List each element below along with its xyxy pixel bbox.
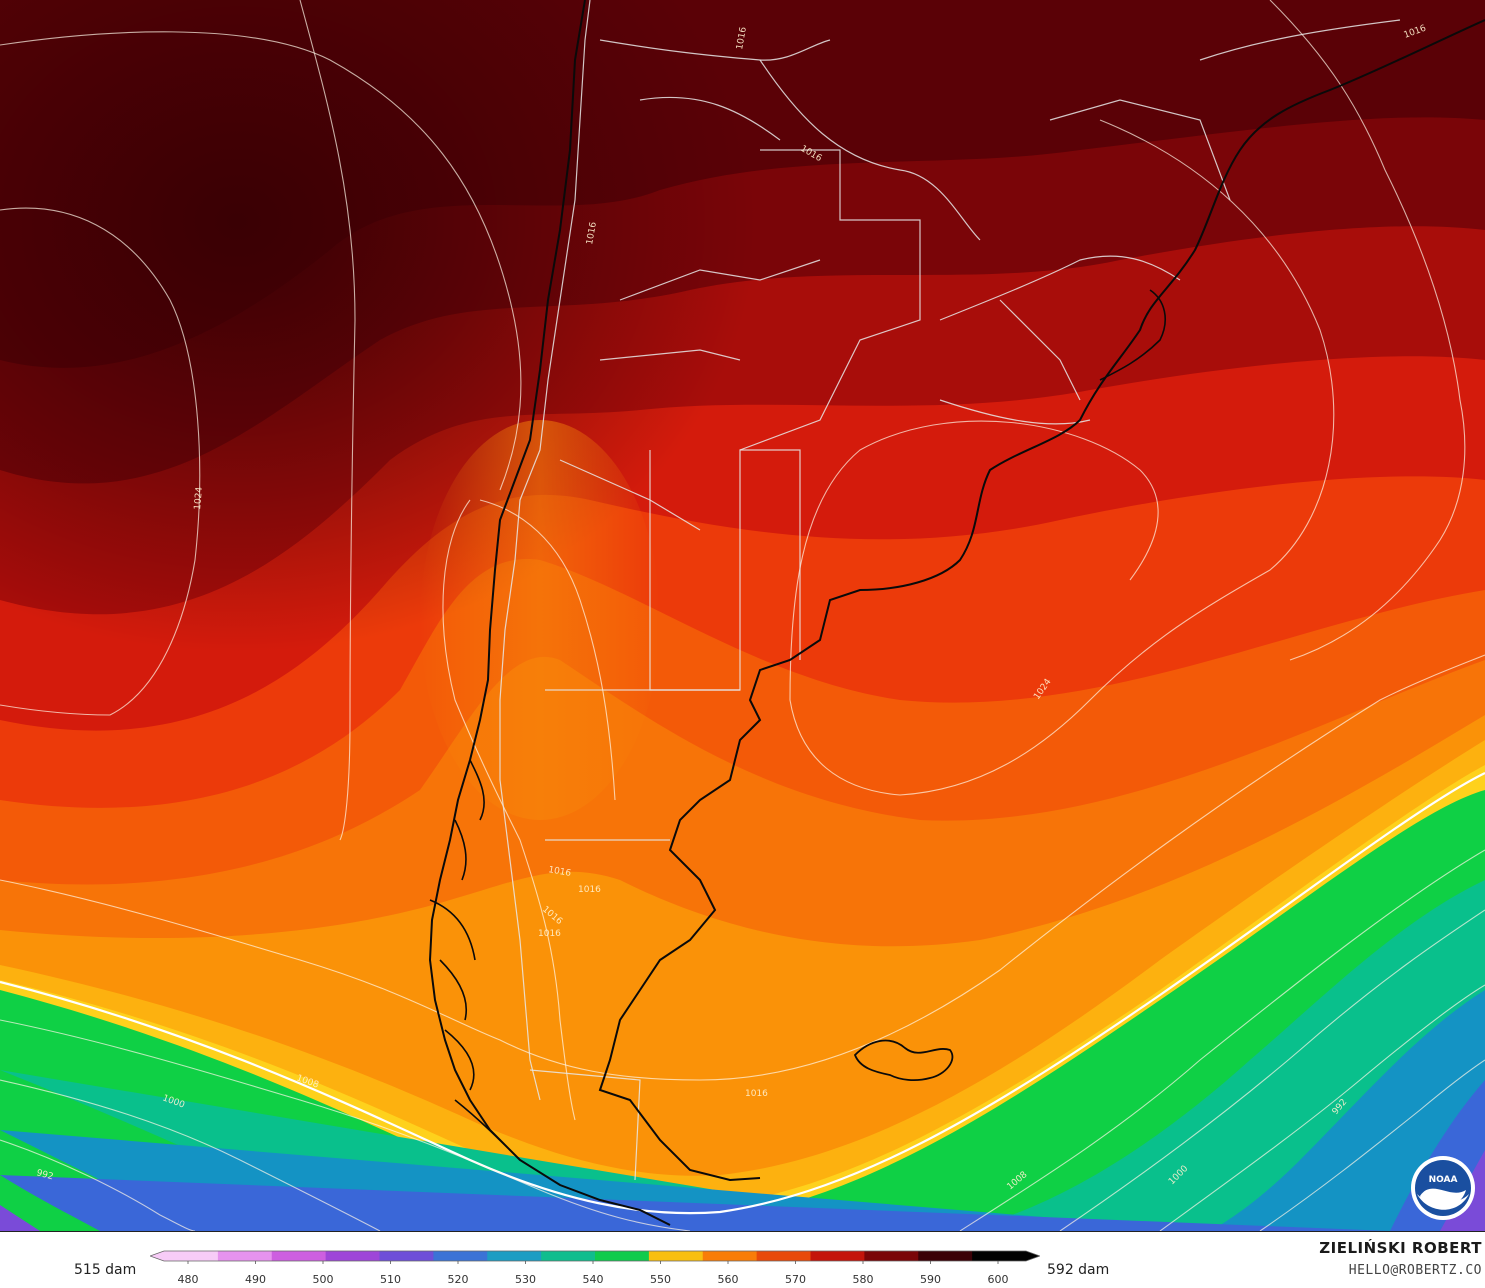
border-paraguay <box>759 59 981 241</box>
colorbar-segment <box>756 1251 812 1261</box>
height-bands <box>0 0 1485 1231</box>
noaa-logo-text: NOAA <box>1429 1175 1458 1185</box>
colorbar-tick-label: 600 <box>988 1273 1009 1285</box>
border-brazil-uruguay <box>939 255 1181 321</box>
colorbar-segment <box>648 1251 704 1261</box>
coast-islands <box>429 759 521 1161</box>
province-line <box>999 299 1081 401</box>
isobar-line <box>959 849 1485 1231</box>
isobar-line <box>0 207 201 716</box>
colorbar-tick-label: 510 <box>380 1273 401 1285</box>
colorbar-tick-label: 550 <box>650 1273 671 1285</box>
colorbar-frame <box>150 1250 1040 1262</box>
isobar-line <box>299 0 356 841</box>
isobar-line <box>1159 984 1485 1231</box>
isobar-line <box>0 31 522 491</box>
colorbar-tick-label: 500 <box>313 1273 334 1285</box>
isobar-label: 1016 <box>735 26 749 51</box>
height-colorbar: 480 490 500 510 520 530 540 550 560 570 580 590 600 <box>150 1250 1040 1285</box>
colorbar-tick-label: 530 <box>515 1273 536 1285</box>
coast-rio-de-la-plata <box>1099 289 1166 381</box>
isobar-line <box>0 1079 381 1231</box>
colorbar-segments <box>150 1250 1040 1262</box>
colorbar-tick-label: 580 <box>853 1273 874 1285</box>
author-name: ZIELIŃSKI ROBERT <box>1319 1239 1482 1257</box>
isobar-label: 1024 <box>193 486 205 510</box>
colorbar-left-cap <box>150 1251 164 1261</box>
colorbar-segment <box>972 1251 1027 1261</box>
province-line <box>649 449 801 691</box>
colorbar-tick-label: 590 <box>920 1273 941 1285</box>
colorbar-segment <box>271 1251 327 1261</box>
isobar-label: 1016 <box>547 865 572 879</box>
colorbar-segment <box>217 1251 273 1261</box>
isobar-label: 1016 <box>578 885 601 895</box>
isobar-label: 1016 <box>538 929 561 939</box>
isobar-line <box>0 1139 196 1231</box>
province-line <box>559 459 701 531</box>
low-center-shade <box>0 0 1485 1231</box>
isobars <box>0 0 1485 1231</box>
province-line <box>529 1069 641 1181</box>
geopotential-height-map: 1016 1016 1016 1024 1024 1016 1016 1016 … <box>0 0 1485 1231</box>
colorbar-segment <box>918 1251 973 1261</box>
isobar-line <box>442 499 576 1121</box>
legend-max-label: 592 dam <box>1047 1262 1110 1278</box>
reference-contour <box>0 772 1485 1215</box>
isobar-line <box>1059 909 1485 1231</box>
colorbar-tick-label: 480 <box>178 1273 199 1285</box>
province-line <box>619 259 821 301</box>
colorbar-right-cap <box>1026 1251 1040 1261</box>
isobar-line <box>789 119 1335 796</box>
isobar-line <box>1269 0 1466 661</box>
colorbar-segment <box>595 1251 650 1261</box>
coast-atlantic <box>598 19 1485 1182</box>
colorbar-segment <box>541 1251 596 1261</box>
isobar-line <box>1259 1059 1485 1231</box>
province-line <box>1049 99 1231 201</box>
border-argentina-bolivia <box>599 39 831 61</box>
isobar-line <box>0 654 1485 1081</box>
coast-falklands <box>853 1039 954 1082</box>
isobar-label: 1016 <box>585 221 599 246</box>
borders <box>499 0 1401 1181</box>
isobar-label: 1016 <box>745 1089 768 1099</box>
colorbar-segment <box>864 1251 919 1261</box>
colorbar-segment <box>702 1251 758 1261</box>
colorbar-tick-label: 520 <box>448 1273 469 1285</box>
province-line <box>639 96 781 141</box>
isobar-line <box>0 1019 691 1231</box>
colorbar-segment <box>164 1251 219 1261</box>
border-chile-argentina <box>499 0 591 1101</box>
colorbar-tick-label: 570 <box>785 1273 806 1285</box>
province-line <box>599 349 741 361</box>
isobar-label: 992 <box>35 1168 54 1182</box>
colorbar-segment <box>325 1251 381 1261</box>
colorbar-tick-label: 560 <box>718 1273 739 1285</box>
isobar-line <box>479 499 616 801</box>
ridge-glow <box>420 420 660 820</box>
colorbar-ticks: 480 490 500 510 520 530 540 550 560 570 580 590 600 <box>178 1261 1009 1285</box>
colorbar-segment <box>810 1251 865 1261</box>
province-line <box>1199 19 1401 61</box>
author-email: HELLO@ROBERTZ.CO <box>1348 1263 1482 1278</box>
colorbar-segment <box>487 1251 542 1261</box>
colorbar-segment <box>379 1251 434 1261</box>
colorbar-segment <box>433 1251 488 1261</box>
legend-min-label: 515 dam <box>74 1262 137 1278</box>
colorbar-tick-label: 490 <box>245 1273 266 1285</box>
coastlines <box>428 0 1485 1226</box>
province-line <box>739 149 921 451</box>
colorbar-tick-label: 540 <box>583 1273 604 1285</box>
noaa-logo: NOAA <box>1411 1156 1475 1220</box>
